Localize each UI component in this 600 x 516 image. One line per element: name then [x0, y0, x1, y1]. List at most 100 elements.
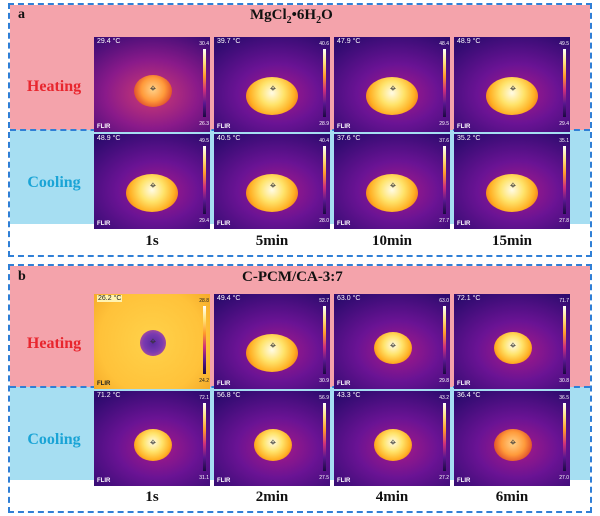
thermal-image: ⌖ 48.9 °C 49.5 29.4 FLIR	[94, 134, 210, 229]
sample-hotspot	[486, 174, 538, 212]
flir-logo: FLIR	[337, 478, 351, 484]
sample-hotspot	[246, 77, 298, 115]
thermal-image: ⌖ 29.4 °C 30.4 26.3 FLIR	[94, 37, 210, 132]
scale-max: 40.6	[319, 41, 329, 47]
thermal-image: ⌖ 47.9 °C 48.4 29.5 FLIR	[334, 37, 450, 132]
scale-max: 56.9	[319, 395, 329, 401]
time-label: 5min	[255, 233, 289, 249]
flir-logo: FLIR	[217, 381, 231, 387]
color-scale-bar	[323, 403, 326, 471]
flir-logo: FLIR	[457, 478, 471, 484]
scale-min: 27.8	[559, 218, 569, 224]
flir-logo: FLIR	[337, 381, 351, 387]
time-label: 15min	[491, 233, 532, 249]
thermal-image: ⌖ 26.2 °C 28.8 24.2 FLIR	[94, 294, 210, 389]
crosshair-icon: ⌖	[389, 436, 397, 449]
scale-min: 29.4	[199, 218, 209, 224]
scale-min: 31.1	[199, 475, 209, 481]
temperature-readout: 29.4 °C	[97, 38, 121, 45]
crosshair-icon: ⌖	[269, 436, 277, 449]
cooling-label: Cooling	[27, 431, 81, 448]
color-scale-bar	[203, 49, 206, 117]
sample-hotspot	[134, 75, 172, 107]
panel-a: a MgCl2•6H2O Heating Cooling ⌖ 29.4 °C 3…	[8, 3, 592, 257]
scale-max: 52.7	[319, 298, 329, 304]
temperature-readout: 71.2 °C	[97, 392, 121, 399]
scale-min: 24.2	[199, 378, 209, 384]
time-label: 10min	[371, 233, 412, 249]
sample-hotspot	[374, 332, 412, 364]
color-scale-bar	[443, 146, 446, 214]
heating-label: Heating	[26, 335, 82, 352]
sample-hotspot	[246, 174, 298, 212]
crosshair-icon: ⌖	[269, 179, 277, 192]
scale-min: 27.7	[439, 218, 449, 224]
color-scale-bar	[323, 306, 326, 374]
panel-letter: b	[18, 269, 26, 284]
scale-min: 30.9	[319, 378, 329, 384]
thermal-image: ⌖ 48.9 °C 49.5 29.4 FLIR	[454, 37, 570, 132]
thermal-image: ⌖ 49.4 °C 52.7 30.9 FLIR	[214, 294, 330, 389]
crosshair-icon: ⌖	[149, 335, 157, 348]
temperature-readout: 43.3 °C	[337, 392, 361, 399]
sample-hotspot	[126, 174, 178, 212]
scale-max: 35.1	[559, 138, 569, 144]
scale-min: 29.5	[439, 121, 449, 127]
cooling-label: Cooling	[27, 174, 81, 191]
temperature-readout: 40.5 °C	[217, 135, 241, 142]
color-scale-bar	[443, 306, 446, 374]
sample-hotspot	[134, 429, 172, 461]
color-scale-bar	[203, 306, 206, 374]
sample-hotspot	[494, 332, 532, 364]
sample-hotspot	[254, 429, 292, 461]
scale-min: 27.0	[559, 475, 569, 481]
scale-max: 36.5	[559, 395, 569, 401]
crosshair-icon: ⌖	[389, 339, 397, 352]
color-scale-bar	[203, 403, 206, 471]
sample-hotspot	[374, 429, 412, 461]
flir-logo: FLIR	[457, 124, 471, 130]
crosshair-icon: ⌖	[509, 436, 517, 449]
crosshair-icon: ⌖	[509, 339, 517, 352]
thermal-image: ⌖ 36.4 °C 36.5 27.0 FLIR	[454, 391, 570, 486]
color-scale-bar	[443, 49, 446, 117]
crosshair-icon: ⌖	[269, 339, 277, 352]
flir-logo: FLIR	[97, 478, 111, 484]
scale-min: 29.8	[439, 378, 449, 384]
scale-max: 43.2	[439, 395, 449, 401]
thermal-image: ⌖ 43.3 °C 43.2 27.2 FLIR	[334, 391, 450, 486]
scale-max: 71.7	[559, 298, 569, 304]
crosshair-icon: ⌖	[509, 82, 517, 95]
temperature-readout: 47.9 °C	[337, 38, 361, 45]
flir-logo: FLIR	[217, 221, 231, 227]
heating-label: Heating	[26, 78, 82, 95]
sample-coldspot	[140, 330, 166, 356]
flir-logo: FLIR	[97, 221, 111, 227]
time-label: 6min	[495, 489, 529, 505]
temperature-readout: 48.9 °C	[97, 135, 121, 142]
scale-max: 63.0	[439, 298, 449, 304]
sample-hotspot	[366, 77, 418, 115]
color-scale-bar	[323, 49, 326, 117]
scale-max: 40.4	[319, 138, 329, 144]
temperature-readout: 56.8 °C	[217, 392, 241, 399]
color-scale-bar	[563, 146, 566, 214]
sample-hotspot	[486, 77, 538, 115]
time-label: 4min	[375, 489, 409, 505]
temperature-readout: 39.7 °C	[217, 38, 241, 45]
thermal-image: ⌖ 56.8 °C 56.9 27.5 FLIR	[214, 391, 330, 486]
scale-min: 28.0	[319, 218, 329, 224]
temperature-readout: 36.4 °C	[457, 392, 481, 399]
thermal-image: ⌖ 63.0 °C 63.0 29.8 FLIR	[334, 294, 450, 389]
scale-max: 30.4	[199, 41, 209, 47]
temperature-readout: 35.2 °C	[457, 135, 481, 142]
color-scale-bar	[443, 403, 446, 471]
crosshair-icon: ⌖	[509, 179, 517, 192]
scale-min: 27.2	[439, 475, 449, 481]
flir-logo: FLIR	[217, 478, 231, 484]
scale-max: 72.1	[199, 395, 209, 401]
flir-logo: FLIR	[97, 124, 111, 130]
temperature-readout: 37.6 °C	[337, 135, 361, 142]
sample-hotspot	[246, 334, 298, 372]
thermal-image: ⌖ 39.7 °C 40.6 28.9 FLIR	[214, 37, 330, 132]
